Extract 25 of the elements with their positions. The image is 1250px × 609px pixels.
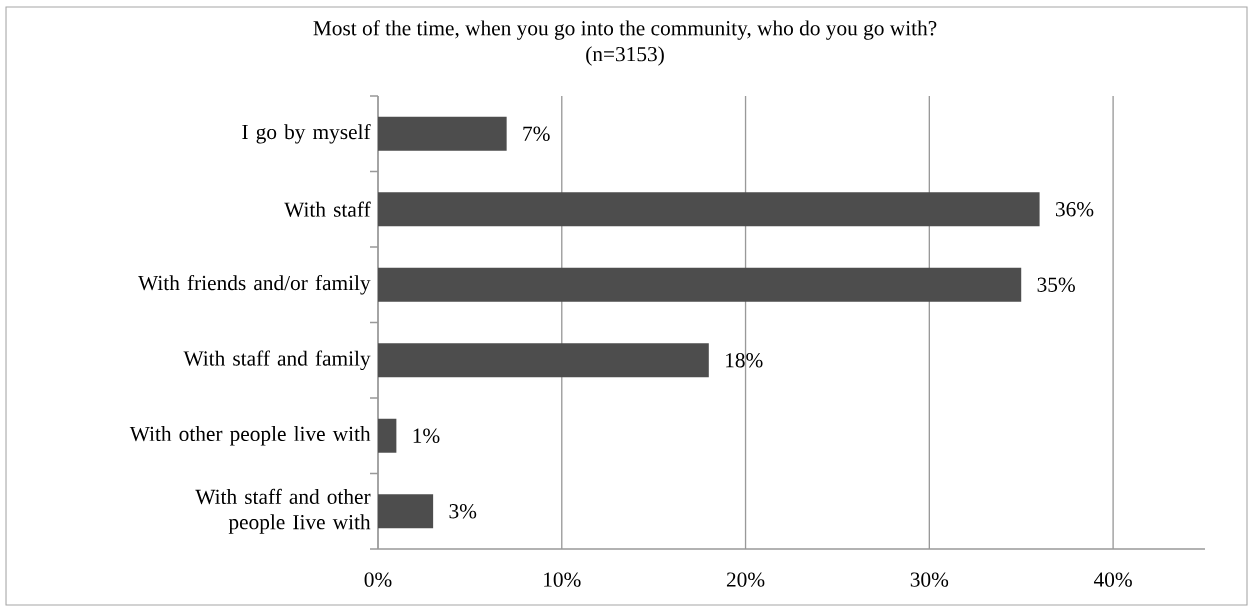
- chart-title: Most of the time, when you go into the community, who do you go with?: [313, 20, 937, 40]
- y-tick-label: With staff: [284, 201, 371, 217]
- x-tick-label: 10%: [544, 572, 581, 587]
- x-tick-label: 40%: [1093, 572, 1132, 587]
- bar: [378, 116, 507, 151]
- bar: [378, 494, 434, 529]
- x-tick-label: 20%: [726, 572, 765, 587]
- x-tick-label: 0%: [364, 572, 392, 587]
- bar: [378, 192, 1040, 227]
- chart-subtitle: (n=3153): [586, 46, 664, 66]
- y-tick-label: With other people live with: [129, 426, 371, 446]
- bar: [378, 343, 709, 378]
- data-label: 7%: [523, 126, 550, 141]
- y-tick-label: With friends and/or family: [138, 274, 371, 295]
- data-label: 1%: [413, 428, 440, 443]
- y-tick-label: I go by myself: [242, 123, 371, 144]
- data-label: 35%: [1037, 277, 1075, 292]
- data-label: 36%: [1056, 202, 1094, 217]
- data-label: 3%: [449, 504, 477, 519]
- bar: [378, 267, 1022, 302]
- bar: [378, 418, 397, 453]
- y-tick-label: With staff and family: [183, 350, 371, 371]
- data-label: 18%: [726, 353, 763, 368]
- y-tick-label: With staff and other people Iive with: [195, 488, 371, 534]
- x-tick-label: 30%: [910, 572, 949, 587]
